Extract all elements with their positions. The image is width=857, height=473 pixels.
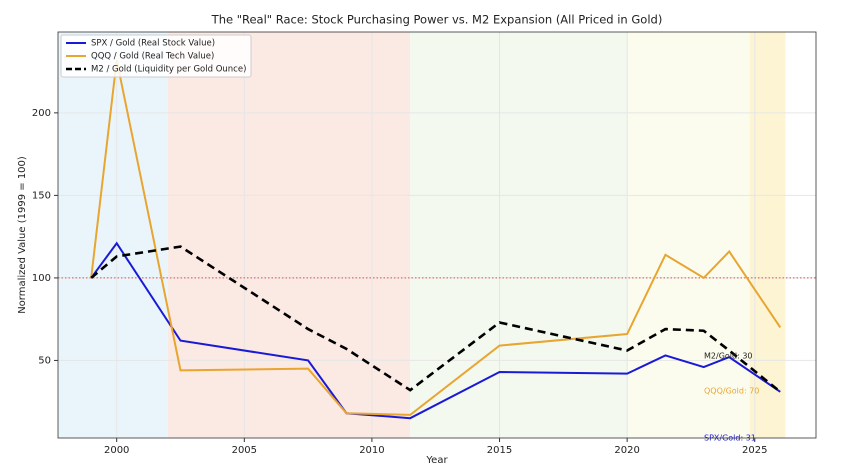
legend-label: M2 / Gold (Liquidity per Gold Ounce) <box>91 65 246 75</box>
series-line <box>90 59 782 416</box>
legend: SPX / Gold (Real Stock Value) QQQ / Gold … <box>60 34 252 78</box>
y-axis-label: Normalized Value (1999 = 100) <box>17 156 28 314</box>
shaded-span <box>167 32 411 438</box>
shaded-span <box>410 32 628 438</box>
x-tick-label: 2020 <box>614 445 639 456</box>
y-tick-label: 150 <box>32 190 51 201</box>
x-tick-label: 2025 <box>742 445 767 456</box>
annotation: QQQ/Gold: 70 <box>704 387 759 396</box>
y-tick-label: 50 <box>38 355 51 366</box>
x-tick-label: 2010 <box>359 445 384 456</box>
series-line <box>90 241 781 420</box>
plot-frame <box>57 31 817 439</box>
chart-title: The "Real" Race: Stock Purchasing Power … <box>211 13 663 27</box>
x-tick-label: 2015 <box>487 445 512 456</box>
shaded-span <box>627 32 750 438</box>
x-tick-label: 2005 <box>232 445 257 456</box>
x-tick-label: 2000 <box>104 445 129 456</box>
legend-label: SPX / Gold (Real Stock Value) <box>91 39 215 49</box>
legend-box <box>60 34 252 78</box>
annotation: M2/Gold: 30 <box>704 352 753 361</box>
y-tick-label: 200 <box>32 108 51 119</box>
x-axis-label: Year <box>425 455 448 466</box>
legend-label: QQQ / Gold (Real Tech Value) <box>91 52 214 62</box>
y-tick-label: 100 <box>32 273 51 284</box>
